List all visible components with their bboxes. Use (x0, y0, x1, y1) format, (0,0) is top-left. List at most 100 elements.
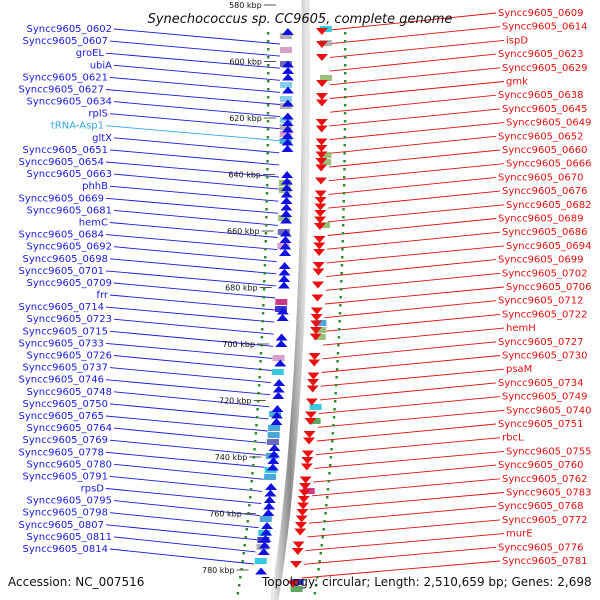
gene-label-right[interactable]: Syncc9605_0638 (498, 90, 584, 101)
gene-label-right[interactable]: Syncc9605_0660 (502, 145, 588, 156)
gene-label-left[interactable]: Syncc9605_0814 (23, 544, 109, 555)
gene-label-left[interactable]: Syncc9605_0627 (19, 85, 105, 96)
gene-label-left[interactable]: Syncc9605_0684 (19, 230, 105, 241)
forward-gene-arrow (264, 489, 277, 497)
gc-dot (239, 576, 242, 579)
reverse-gene-arrow (315, 145, 328, 152)
gene-label-left[interactable]: Syncc9605_0764 (27, 423, 113, 434)
gene-label-left[interactable]: groEL (76, 48, 105, 59)
gene-label-left[interactable]: Syncc9605_0778 (19, 447, 105, 458)
label-connector (105, 488, 262, 504)
gene-label-right[interactable]: murE (506, 529, 533, 540)
gene-label-left[interactable]: Syncc9605_0654 (19, 157, 105, 168)
gene-label-left[interactable]: Syncc9605_0602 (27, 24, 113, 35)
gene-label-right[interactable]: Syncc9605_0652 (498, 131, 584, 142)
gene-label-left[interactable]: Syncc9605_0811 (27, 532, 113, 543)
gene-label-left[interactable]: Syncc9605_0723 (27, 314, 113, 325)
gene-label-left[interactable]: ubiA (90, 60, 112, 71)
gc-dot (322, 528, 325, 531)
gene-label-right[interactable]: Syncc9605_0734 (498, 378, 584, 389)
gene-label-left[interactable]: Syncc9605_0807 (19, 520, 105, 531)
gene-label-right[interactable]: Syncc9605_0614 (502, 22, 588, 33)
gene-label-right[interactable]: rbcL (502, 433, 524, 444)
gene-label-left[interactable]: Syncc9605_0726 (27, 351, 113, 362)
gene-label-left[interactable]: Syncc9605_0750 (23, 399, 109, 410)
gene-label-left[interactable]: rplS (88, 109, 108, 120)
gene-label-left[interactable]: Syncc9605_0663 (27, 169, 113, 180)
gene-label-right[interactable]: Syncc9605_0689 (498, 214, 584, 225)
gene-label-left[interactable]: Syncc9605_0669 (19, 193, 105, 204)
gene-label-right[interactable]: Syncc9605_0623 (498, 49, 584, 60)
forward-gene-arrow (275, 340, 288, 347)
gene-label-right[interactable]: Syncc9605_0702 (502, 268, 588, 279)
gene-label-right[interactable]: gmk (506, 77, 528, 88)
reverse-gene-arrow (306, 385, 319, 393)
label-connector (105, 234, 278, 251)
forward-gene-arrow (280, 216, 293, 224)
gene-label-right[interactable]: Syncc9605_0722 (502, 309, 588, 320)
gene-label-left[interactable]: rpsD (81, 484, 105, 495)
gene-label-right[interactable]: hemH (506, 323, 536, 334)
gene-label-left[interactable]: Syncc9605_0798 (23, 508, 109, 519)
gene-label-left[interactable]: Syncc9605_0698 (23, 254, 109, 265)
gene-label-right[interactable]: psaM (506, 364, 532, 375)
gene-label-left[interactable]: Syncc9605_0681 (27, 205, 113, 216)
gene-label-left[interactable]: Syncc9605_0748 (27, 387, 113, 398)
forward-gene-arrow (267, 457, 280, 464)
forward-gene-arrow (281, 86, 294, 94)
gene-label-right[interactable]: Syncc9605_0727 (498, 337, 584, 348)
gene-label-right[interactable]: Syncc9605_0686 (502, 227, 588, 238)
forward-gene-arrow (260, 522, 273, 529)
gene-label-left[interactable]: Syncc9605_0791 (23, 471, 109, 482)
gene-label-left[interactable]: gltX (92, 133, 112, 144)
gene-label-left[interactable]: Syncc9605_0733 (19, 338, 105, 349)
gene-label-left[interactable]: Syncc9605_0692 (27, 242, 113, 253)
gene-label-left[interactable]: Syncc9605_0651 (23, 145, 109, 156)
gene-label-right[interactable]: Syncc9605_0682 (506, 200, 592, 211)
forward-gene-arrow (260, 528, 273, 536)
reverse-gene-arrow (311, 294, 324, 302)
gene-label-left[interactable]: Syncc9605_0621 (23, 72, 109, 83)
gene-label-left[interactable]: frr (96, 290, 108, 301)
gene-label-right[interactable]: Syncc9605_0666 (506, 159, 592, 170)
gene-label-right[interactable]: Syncc9605_0609 (498, 8, 584, 19)
gene-label-right[interactable]: Syncc9605_0749 (502, 392, 588, 403)
gene-label-right[interactable]: Syncc9605_0645 (502, 104, 588, 115)
gene-label-right[interactable]: Syncc9605_0670 (498, 172, 584, 183)
gene-label-left[interactable]: Syncc9605_0715 (23, 326, 109, 337)
gene-label-left[interactable]: Syncc9605_0607 (23, 36, 109, 47)
gene-label-right[interactable]: Syncc9605_0699 (498, 255, 584, 266)
gc-dot (265, 200, 268, 203)
gene-label-right[interactable]: ispD (506, 35, 528, 46)
gene-label-right[interactable]: Syncc9605_0776 (498, 542, 584, 553)
gene-label-right[interactable]: Syncc9605_0781 (502, 556, 588, 567)
gene-label-right[interactable]: Syncc9605_0783 (506, 488, 592, 499)
gene-label-right[interactable]: Syncc9605_0760 (498, 460, 584, 471)
gene-label-right[interactable]: Syncc9605_0694 (506, 241, 592, 252)
gene-label-right[interactable]: Syncc9605_0676 (502, 186, 588, 197)
gene-label-left[interactable]: Syncc9605_0737 (23, 363, 109, 374)
gene-label-right[interactable]: Syncc9605_0772 (502, 515, 588, 526)
gene-label-left[interactable]: Syncc9605_0769 (23, 435, 109, 446)
gene-label-left[interactable]: Syncc9605_0714 (19, 302, 105, 313)
gene-label-left[interactable]: Syncc9605_0746 (19, 375, 105, 386)
gene-label-right[interactable]: Syncc9605_0740 (506, 405, 592, 416)
gene-label-right[interactable]: Syncc9605_0629 (502, 63, 588, 74)
gene-label-left[interactable]: Syncc9605_0780 (27, 459, 113, 470)
gene-label-left[interactable]: Syncc9605_0709 (27, 278, 113, 289)
gene-label-left[interactable]: Syncc9605_0701 (19, 266, 105, 277)
gene-label-right[interactable]: Syncc9605_0755 (506, 446, 592, 457)
gene-label-right[interactable]: Syncc9605_0768 (498, 501, 584, 512)
gene-label-right[interactable]: Syncc9605_0706 (506, 282, 592, 293)
gene-label-left[interactable]: Syncc9605_0634 (27, 97, 113, 108)
gene-label-left[interactable]: tRNA-Asp1 (51, 121, 104, 132)
gene-label-right[interactable]: Syncc9605_0762 (502, 474, 588, 485)
gene-label-right[interactable]: Syncc9605_0751 (498, 419, 584, 430)
gene-label-left[interactable]: Syncc9605_0795 (27, 496, 113, 507)
gene-label-left[interactable]: Syncc9605_0765 (19, 411, 105, 422)
gene-label-right[interactable]: Syncc9605_0730 (502, 351, 588, 362)
gene-label-right[interactable]: Syncc9605_0649 (506, 118, 592, 129)
gene-label-right[interactable]: Syncc9605_0712 (498, 296, 584, 307)
gene-label-left[interactable]: hemC (79, 218, 108, 229)
gene-label-left[interactable]: phhB (82, 181, 108, 192)
